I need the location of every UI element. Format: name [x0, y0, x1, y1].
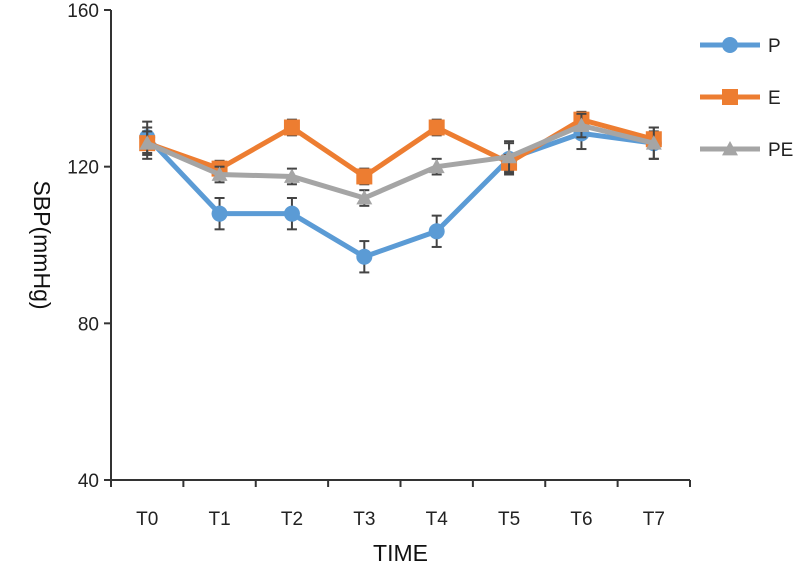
data-point: [573, 117, 590, 132]
legend-item-p: P: [700, 36, 781, 57]
series-line: [145, 130, 655, 260]
series-pe: [139, 112, 662, 207]
series-group: [139, 110, 662, 274]
data-point: [356, 190, 373, 205]
data-point: [645, 135, 662, 150]
legend-item-pe: PE: [700, 140, 793, 161]
y-tick-label: 160: [67, 1, 99, 22]
x-tick-label: T4: [426, 509, 449, 530]
x-axis-title: TIME: [373, 540, 428, 566]
y-axis-title: SBP(mmHg): [29, 180, 55, 309]
x-tick-label: T2: [281, 509, 303, 530]
x-tick-label: T1: [208, 509, 230, 530]
data-point: [428, 158, 445, 174]
legend-label: E: [768, 88, 781, 109]
y-tick-label: 40: [78, 471, 99, 492]
x-tick-label: T3: [353, 509, 375, 530]
data-point: [139, 135, 156, 150]
data-point: [356, 248, 373, 265]
data-point: [501, 148, 518, 164]
series-line: [146, 117, 655, 179]
axis-ticks: 40 80 120 160 T0 T1 T2 T3 T4 T5 T6 T7: [67, 1, 691, 530]
legend-label: P: [768, 36, 781, 57]
data-point: [211, 205, 228, 222]
x-tick-label: T5: [498, 509, 520, 530]
legend-item-e: E: [700, 88, 781, 109]
y-tick-label: 80: [78, 314, 99, 335]
x-tick-label: T6: [570, 509, 592, 530]
series-p: [139, 116, 662, 274]
data-point: [428, 119, 445, 136]
legend-marker: [722, 37, 738, 53]
data-point: [211, 166, 228, 181]
data-point: [283, 119, 300, 136]
data-point: [283, 205, 300, 222]
x-tick-label: T0: [136, 509, 158, 530]
legend-marker: [722, 141, 738, 156]
x-tick-label: T7: [643, 509, 665, 530]
data-point: [356, 168, 373, 185]
legend-marker: [722, 89, 738, 105]
series-line: [146, 123, 655, 201]
y-tick-label: 120: [67, 158, 99, 179]
data-point: [283, 168, 300, 183]
legend-label: PE: [768, 140, 793, 161]
data-point: [428, 223, 445, 240]
